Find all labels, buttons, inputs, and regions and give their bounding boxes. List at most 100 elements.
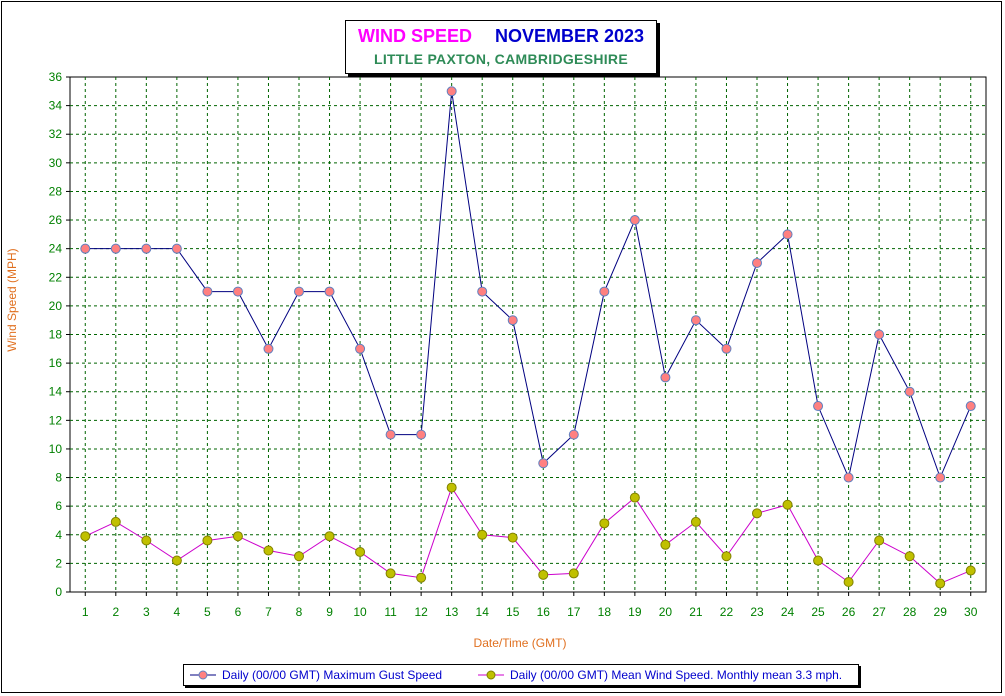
y-tick-label: 36: [49, 70, 63, 84]
y-tick-label: 6: [55, 499, 62, 513]
data-point-mean: [813, 555, 824, 566]
y-tick-label: 10: [49, 442, 63, 456]
x-tick-label: 26: [842, 605, 856, 619]
data-point-gust: [446, 86, 457, 97]
y-tick-label: 14: [49, 385, 63, 399]
data-point-mean: [782, 499, 793, 510]
data-point-gust: [232, 286, 243, 297]
data-point-gust: [904, 386, 915, 397]
data-point-gust: [263, 343, 274, 354]
chart-title-box: WIND SPEED NOVEMBER 2023 LITTLE PAXTON, …: [345, 20, 657, 74]
data-point-gust: [171, 243, 182, 254]
x-tick-label: 17: [567, 605, 581, 619]
data-point-mean: [752, 508, 762, 519]
legend-item-gust: Daily (00/00 GMT) Maximum Gust Speed: [188, 668, 442, 682]
chart-title: WIND SPEED NOVEMBER 2023: [346, 26, 656, 47]
data-point-gust: [965, 401, 976, 412]
data-point-gust: [660, 372, 671, 383]
y-tick-label: 2: [55, 556, 62, 570]
x-tick-label: 13: [445, 605, 459, 619]
x-tick-label: 8: [296, 605, 303, 619]
data-point-mean: [355, 546, 366, 557]
x-tick-label: 21: [689, 605, 703, 619]
x-tick-label: 4: [174, 605, 181, 619]
data-point-mean: [110, 516, 121, 527]
data-point-gust: [568, 429, 579, 440]
data-point-gust: [110, 243, 121, 254]
legend-swatch-gust: [190, 670, 216, 680]
y-tick-label: 12: [49, 413, 63, 427]
data-point-mean: [965, 565, 976, 576]
y-tick-label: 24: [49, 242, 63, 256]
data-point-mean: [477, 529, 488, 540]
data-point-mean: [202, 535, 213, 546]
data-point-gust: [202, 286, 213, 297]
y-tick-label: 30: [49, 156, 63, 170]
x-tick-label: 25: [811, 605, 825, 619]
legend-label-gust: Daily (00/00 GMT) Maximum Gust Speed: [222, 668, 443, 682]
data-point-mean: [721, 551, 732, 562]
data-point-mean: [660, 539, 671, 550]
data-point-gust: [721, 343, 732, 354]
data-point-gust: [141, 243, 152, 254]
legend-label-mean: Daily (00/00 GMT) Mean Wind Speed. Month…: [510, 668, 843, 682]
data-point-mean: [416, 572, 427, 583]
y-tick-label: 4: [55, 528, 62, 542]
y-axis-label: Wind Speed (MPH): [5, 248, 19, 352]
x-tick-label: 28: [903, 605, 917, 619]
data-point-mean: [446, 482, 457, 493]
x-tick-label: 3: [143, 605, 150, 619]
y-tick-label: 8: [55, 471, 62, 485]
x-tick-label: 2: [112, 605, 119, 619]
series-line-mean: [85, 486, 971, 585]
x-tick-label: 24: [781, 605, 795, 619]
legend-swatch-mean: [478, 670, 504, 680]
y-tick-label: 16: [49, 356, 63, 370]
x-tick-label: 6: [235, 605, 242, 619]
y-tick-label: 26: [49, 213, 63, 227]
series-line-gust: [85, 91, 972, 480]
data-point-gust: [690, 315, 701, 326]
data-point-gust: [874, 329, 885, 340]
data-point-gust: [843, 472, 854, 483]
data-point-mean: [629, 492, 640, 503]
y-tick-label: 34: [49, 99, 63, 113]
data-point-mean: [507, 532, 518, 543]
chart-subtitle: LITTLE PAXTON, CAMBRIDGESHIRE: [374, 51, 628, 67]
x-tick-label: 16: [537, 605, 551, 619]
data-point-gust: [416, 429, 427, 440]
data-point-gust: [782, 229, 793, 240]
chart-legend: Daily (00/00 GMT) Maximum Gust Speed Dai…: [183, 664, 859, 686]
data-point-gust: [355, 343, 366, 354]
data-point-gust: [80, 243, 91, 254]
data-point-mean: [935, 578, 946, 589]
data-point-gust: [752, 257, 762, 268]
data-point-gust: [629, 215, 640, 226]
x-tick-label: 19: [628, 605, 642, 619]
x-tick-label: 14: [476, 605, 490, 619]
data-point-mean: [690, 516, 701, 527]
x-tick-label: 5: [204, 605, 211, 619]
y-tick-label: 18: [49, 328, 63, 342]
data-point-mean: [171, 555, 182, 566]
x-tick-label: 22: [720, 605, 734, 619]
data-point-gust: [599, 286, 610, 297]
x-tick-label: 10: [353, 605, 367, 619]
data-point-mean: [874, 535, 885, 546]
x-tick-label: 11: [384, 605, 397, 619]
y-tick-label: 28: [49, 184, 63, 198]
data-point-gust: [538, 458, 549, 469]
x-axis-label: Date/Time (GMT): [473, 636, 567, 650]
data-point-mean: [141, 535, 152, 546]
data-point-gust: [507, 315, 518, 326]
x-tick-label: 15: [506, 605, 520, 619]
data-point-gust: [935, 472, 946, 483]
chart-title-date: NOVEMBER 2023: [494, 26, 645, 46]
data-point-mean: [385, 568, 396, 579]
x-tick-label: 29: [934, 605, 948, 619]
legend-item-mean: Daily (00/00 GMT) Mean Wind Speed. Month…: [476, 668, 842, 682]
data-point-mean: [843, 576, 854, 587]
y-tick-label: 0: [55, 585, 62, 599]
data-point-mean: [294, 551, 304, 562]
